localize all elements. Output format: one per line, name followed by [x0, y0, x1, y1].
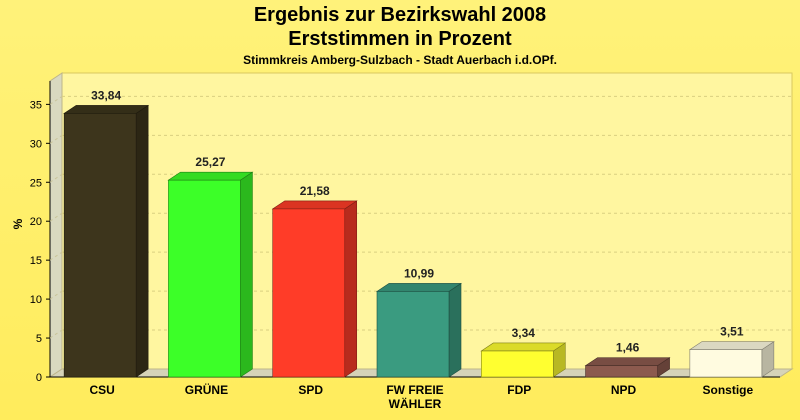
- bar-side: [448, 282, 462, 378]
- bar-sonstige: [688, 341, 775, 378]
- bar-front: [63, 113, 137, 378]
- bar-front: [272, 208, 346, 378]
- chart-title: Ergebnis zur Bezirkswahl 2008: [253, 4, 547, 26]
- bar-side: [135, 104, 149, 378]
- value-label: 3,34: [512, 326, 536, 340]
- value-label: 25,27: [195, 155, 225, 169]
- y-tick-label: 35: [30, 99, 42, 111]
- category-label: NPD: [611, 383, 637, 397]
- value-label: 1,46: [616, 341, 640, 355]
- y-tick-label: 0: [36, 372, 42, 384]
- value-label: 3,51: [720, 325, 744, 339]
- value-label: 21,58: [300, 184, 330, 198]
- gridline-diagonal: [49, 95, 63, 105]
- gridline-diagonal: [49, 134, 63, 144]
- gridline-diagonal: [49, 173, 63, 183]
- bar-top: [167, 171, 254, 181]
- y-axis-label: %: [11, 218, 25, 229]
- bar-spd: [271, 200, 358, 378]
- chart-subsubtitle: Stimmkreis Amberg-Sulzbach - Stadt Auerb…: [243, 53, 557, 67]
- category-label: FDP: [507, 383, 531, 397]
- bar-top: [480, 342, 567, 352]
- bar-top: [376, 283, 462, 292]
- bar-side: [344, 200, 358, 378]
- gridline-diagonal: [49, 290, 63, 300]
- gridline-diagonal: [49, 251, 63, 261]
- category-label: Sonstige: [703, 383, 754, 397]
- bar-gr-ne: [167, 171, 254, 378]
- bar-csu: [63, 104, 150, 378]
- y-tick-label: 5: [36, 333, 42, 345]
- bar-front: [585, 365, 658, 378]
- bar-side: [240, 171, 253, 378]
- chart-subtitle: Erststimmen in Prozent: [288, 28, 512, 50]
- bar-fdp: [480, 342, 567, 378]
- bar-top: [584, 357, 671, 366]
- bar-front: [376, 291, 450, 378]
- bar-top: [688, 341, 775, 350]
- bar-front: [168, 179, 241, 378]
- category-label: CSU: [89, 383, 114, 397]
- category-label: WÄHLER: [389, 396, 442, 411]
- category-label: SPD: [298, 383, 323, 397]
- gridline-diagonal: [49, 212, 63, 222]
- y-tick-label: 15: [30, 255, 42, 267]
- y-tick-label: 20: [30, 216, 42, 228]
- bar-front: [480, 350, 554, 378]
- category-label: FW FREIE: [386, 383, 443, 397]
- value-label: 33,84: [91, 88, 121, 102]
- bar-npd: [584, 357, 671, 378]
- value-label: 10,99: [404, 266, 434, 280]
- bar-top: [271, 200, 358, 210]
- y-tick-label: 10: [30, 294, 42, 306]
- y-tick-label: 30: [30, 138, 42, 150]
- bar-top: [63, 105, 150, 114]
- bar-front: [689, 349, 763, 378]
- bar-fw-freie-w-hler: [376, 282, 462, 378]
- y-tick-label: 25: [30, 177, 42, 189]
- category-label: GRÜNE: [185, 382, 228, 397]
- gridline-diagonal: [49, 329, 63, 339]
